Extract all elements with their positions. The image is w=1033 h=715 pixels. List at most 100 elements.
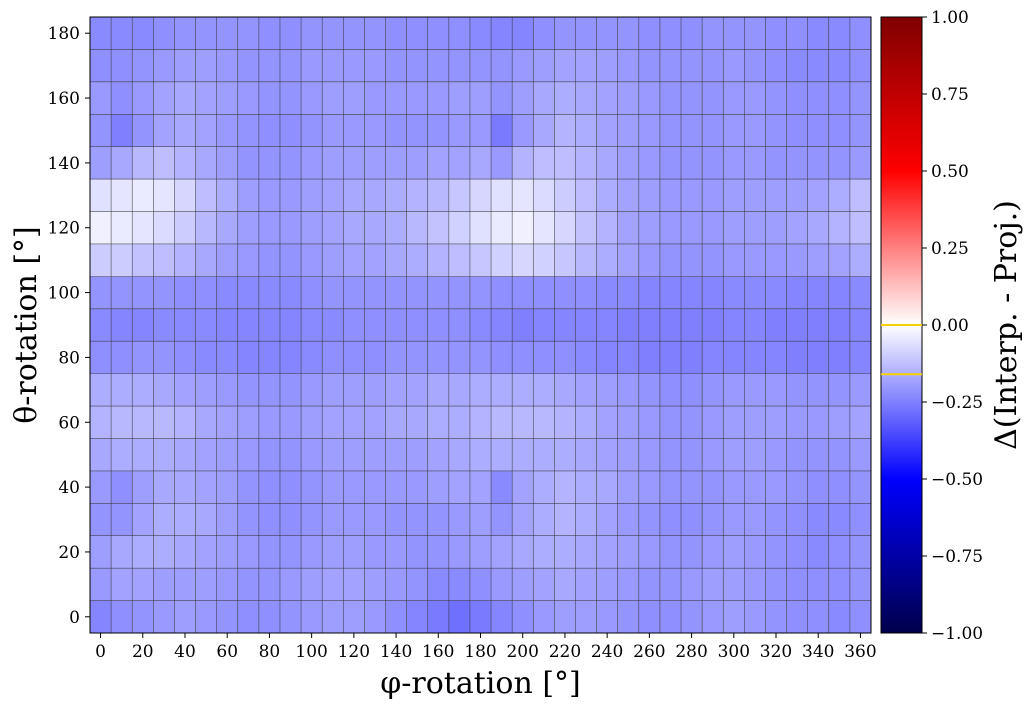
heatmap-cell <box>723 470 745 504</box>
heatmap-cell <box>385 406 407 439</box>
heatmap-cell <box>491 211 513 245</box>
heatmap-cell <box>279 17 302 50</box>
heatmap-cell <box>132 308 154 342</box>
heatmap-cell <box>512 114 534 147</box>
heatmap-cell <box>828 341 851 374</box>
heatmap-cell <box>448 308 471 342</box>
heatmap-cell <box>174 243 196 277</box>
heatmap-cell <box>554 179 576 212</box>
heatmap-cell <box>90 81 112 115</box>
heatmap-cell <box>174 114 196 147</box>
heatmap-cell <box>364 114 386 147</box>
heatmap-cell <box>237 179 260 212</box>
heatmap-cell <box>786 276 808 310</box>
heatmap-cell <box>491 243 513 277</box>
heatmap-cell <box>596 568 619 601</box>
heatmap-cell <box>786 179 808 212</box>
heatmap-cell <box>491 179 513 212</box>
heatmap-cell <box>195 503 217 537</box>
heatmap-cell <box>533 373 555 407</box>
heatmap-cell <box>786 438 808 472</box>
heatmap-cell <box>765 373 787 407</box>
heatmap-cell <box>469 146 492 180</box>
heatmap-cell <box>153 179 175 212</box>
heatmap-cell <box>765 276 787 310</box>
heatmap-cell <box>301 568 323 601</box>
heatmap-cell <box>659 114 682 147</box>
heatmap-cell <box>807 49 830 83</box>
heatmap-cell <box>301 406 323 439</box>
x-tick-label: 200 <box>506 642 538 662</box>
heatmap-cell <box>554 243 576 277</box>
heatmap-cell <box>195 146 217 180</box>
heatmap-cell <box>512 600 534 634</box>
heatmap-cell <box>702 179 724 212</box>
heatmap-cell <box>153 406 175 439</box>
heatmap-cell <box>301 276 323 310</box>
heatmap-cell <box>491 438 513 472</box>
heatmap-cell <box>638 243 661 277</box>
heatmap-cell <box>512 438 534 472</box>
heatmap-cell <box>554 81 576 115</box>
heatmap-cell <box>828 17 851 50</box>
heatmap-cell <box>491 470 513 504</box>
heatmap-cell <box>554 146 576 180</box>
heatmap-cell <box>343 600 365 634</box>
heatmap-cell <box>659 503 682 537</box>
heatmap-cell <box>279 81 302 115</box>
heatmap-cell <box>702 600 724 634</box>
heatmap-cell <box>554 568 576 601</box>
heatmap-cell <box>575 49 597 83</box>
heatmap-cell <box>849 146 872 180</box>
heatmap-cell <box>828 243 851 277</box>
heatmap-cell <box>638 17 661 50</box>
heatmap-cell <box>279 49 302 83</box>
heatmap-cell <box>512 503 534 537</box>
heatmap-cell <box>786 49 808 83</box>
heatmap-cell <box>216 276 239 310</box>
y-tick-label: 40 <box>58 478 80 498</box>
heatmap-cell <box>533 179 555 212</box>
heatmap-cell <box>343 568 365 601</box>
heatmap-cell <box>174 535 196 569</box>
heatmap-cell <box>301 81 323 115</box>
heatmap-cell <box>596 146 619 180</box>
heatmap-cell <box>258 17 281 50</box>
heatmap-cell <box>786 470 808 504</box>
heatmap-cell <box>469 49 492 83</box>
heatmap-cell <box>132 341 154 374</box>
heatmap-cell <box>849 600 872 634</box>
heatmap-cell <box>554 535 576 569</box>
heatmap-cell <box>322 341 344 374</box>
heatmap-cell <box>786 17 808 50</box>
heatmap-cell <box>491 308 513 342</box>
heatmap-cell <box>301 503 323 537</box>
heatmap-cell <box>322 373 344 407</box>
heatmap-cell <box>153 535 175 569</box>
heatmap-cell <box>195 81 217 115</box>
x-tick-label: 360 <box>844 642 876 662</box>
heatmap-cell <box>469 438 492 472</box>
heatmap-cell <box>617 470 640 504</box>
heatmap-cell <box>322 568 344 601</box>
heatmap-cell <box>195 211 217 245</box>
heatmap-cell <box>702 114 724 147</box>
heatmap-cell <box>681 243 703 277</box>
x-tick-label: 220 <box>549 642 581 662</box>
heatmap-cell <box>533 438 555 472</box>
heatmap-cell <box>575 276 597 310</box>
heatmap-cell <box>427 49 450 83</box>
heatmap-cell <box>765 114 787 147</box>
heatmap-cell <box>807 243 830 277</box>
heatmap-cell <box>638 146 661 180</box>
heatmap-cell <box>174 503 196 537</box>
heatmap-cell <box>90 438 112 472</box>
heatmap-cell <box>638 211 661 245</box>
heatmap-cell <box>427 470 450 504</box>
heatmap-cell <box>512 49 534 83</box>
heatmap-cell <box>279 243 302 277</box>
heatmap-cell <box>807 17 830 50</box>
heatmap-cell <box>533 243 555 277</box>
heatmap-cell <box>702 276 724 310</box>
